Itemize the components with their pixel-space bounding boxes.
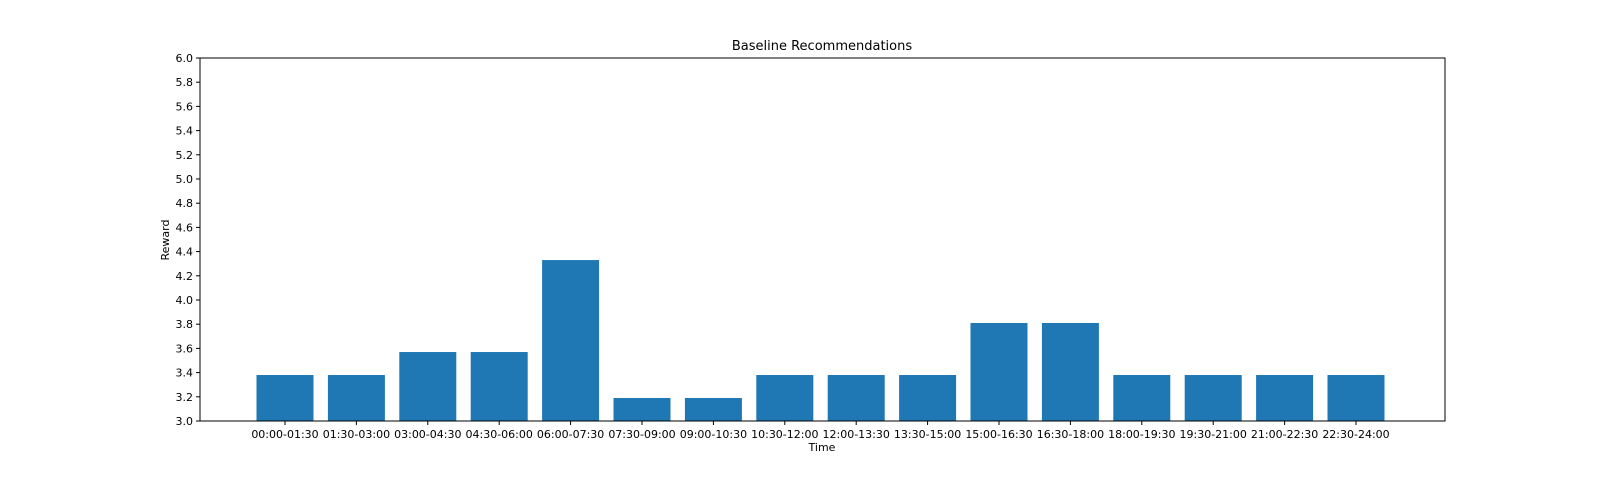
x-tick-label: 04:30-06:00 [466, 428, 533, 441]
x-tick-label: 16:30-18:00 [1037, 428, 1104, 441]
y-tick-label: 3.2 [176, 391, 194, 404]
x-tick-label: 00:00-01:30 [251, 428, 318, 441]
bar-22:30-24:00 [1327, 375, 1385, 421]
y-tick-label: 3.8 [176, 318, 194, 331]
bar-09:00-10:30 [684, 398, 742, 421]
y-tick-label: 3.4 [176, 367, 194, 380]
y-tick-label: 5.8 [176, 76, 194, 89]
y-axis-label: Reward [159, 220, 172, 261]
x-tick-label: 19:30-21:00 [1180, 428, 1247, 441]
x-tick-label: 12:00-13:30 [823, 428, 890, 441]
bar-04:30-06:00 [470, 352, 528, 421]
x-axis-label: Time [808, 441, 836, 454]
bar-18:00-19:30 [1113, 375, 1171, 421]
bar-12:00-13:30 [827, 375, 885, 421]
x-tick-label: 03:00-04:30 [394, 428, 461, 441]
y-tick-label: 5.6 [176, 100, 194, 113]
y-tick-label: 3.6 [176, 342, 194, 355]
x-tick-label: 18:00-19:30 [1108, 428, 1175, 441]
y-tick-label: 6.0 [176, 52, 194, 65]
x-tick-label: 09:00-10:30 [680, 428, 747, 441]
y-tick-label: 4.2 [176, 270, 194, 283]
bar-10:30-12:00 [756, 375, 814, 421]
x-tick-label: 13:30-15:00 [894, 428, 961, 441]
x-axis: 00:00-01:30 01:30-03:00 03:00-04:30 04:30-0… [251, 421, 1390, 441]
y-tick-label: 5.2 [176, 149, 194, 162]
chart-title: Baseline Recommendations [732, 39, 912, 54]
x-tick-label: 21:00-22:30 [1251, 428, 1318, 441]
bar-13:30-15:00 [899, 375, 957, 421]
x-tick-label: 22:30-24:00 [1322, 428, 1389, 441]
plot-frame [199, 57, 1446, 422]
y-tick-label: 5.4 [176, 125, 194, 138]
x-tick-label: 15:00-16:30 [965, 428, 1032, 441]
x-tick-label: 06:00-07:30 [537, 428, 604, 441]
bar-06:00-07:30 [542, 260, 600, 421]
bar-00:00-01:30 [256, 375, 314, 421]
x-tick-label: 10:30-12:00 [751, 428, 818, 441]
bar-21:00-22:30 [1256, 375, 1314, 421]
bars-group [256, 260, 1385, 421]
x-tick-label: 07:30-09:00 [608, 428, 675, 441]
y-tick-label: 3.0 [176, 415, 194, 428]
y-tick-label: 4.0 [176, 294, 194, 307]
bar-03:00-04:30 [399, 352, 457, 421]
y-tick-label: 4.6 [176, 221, 194, 234]
x-tick-label: 01:30-03:00 [323, 428, 390, 441]
y-axis: 3.0 3.2 3.4 3.6 3.8 4.0 4.2 4.4 4.6 4.8 5.0 5.2 5.4 5… [176, 52, 200, 428]
y-tick-label: 5.0 [176, 173, 194, 186]
bar-16:30-18:00 [1041, 322, 1099, 421]
bar-01:30-03:00 [327, 375, 385, 421]
y-tick-label: 4.4 [176, 246, 194, 259]
bar-19:30-21:00 [1184, 375, 1242, 421]
bar-07:30-09:00 [613, 398, 671, 421]
y-tick-label: 4.8 [176, 197, 194, 210]
bar-15:00-16:30 [970, 322, 1028, 421]
